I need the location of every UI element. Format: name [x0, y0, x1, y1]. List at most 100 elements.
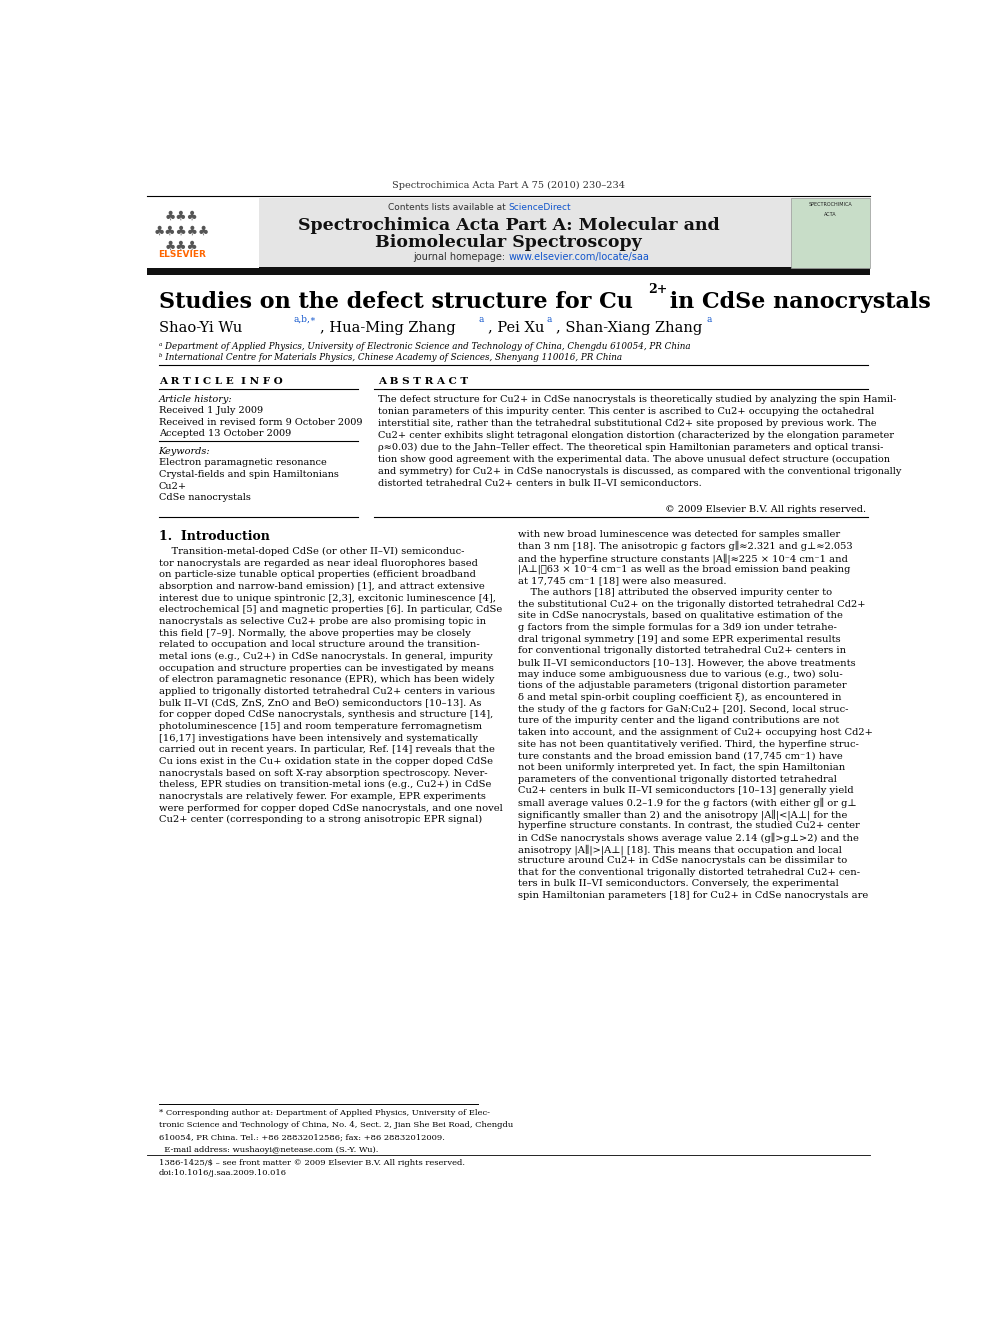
Text: taken into account, and the assignment of Cu2+ occupying host Cd2+: taken into account, and the assignment o…: [518, 728, 873, 737]
Text: The defect structure for Cu2+ in CdSe nanocrystals is theoretically studied by a: The defect structure for Cu2+ in CdSe na…: [378, 396, 896, 404]
Text: Electron paramagnetic resonance: Electron paramagnetic resonance: [159, 458, 326, 467]
Text: ture constants and the broad emission band (17,745 cm⁻1) have: ture constants and the broad emission ba…: [518, 751, 842, 761]
Text: * Corresponding author at: Department of Applied Physics, University of Elec-: * Corresponding author at: Department of…: [159, 1109, 490, 1117]
Text: tions of the adjustable parameters (trigonal distortion parameter: tions of the adjustable parameters (trig…: [518, 681, 846, 691]
Text: a,b,∗: a,b,∗: [294, 315, 316, 324]
Text: A R T I C L E  I N F O: A R T I C L E I N F O: [159, 377, 283, 386]
Text: photoluminescence [15] and room temperature ferromagnetism: photoluminescence [15] and room temperat…: [159, 722, 482, 730]
Text: and the hyperfine structure constants |A∥|≈225 × 10⁻4 cm⁻1 and: and the hyperfine structure constants |A…: [518, 553, 847, 564]
Text: δ and metal spin-orbit coupling coefficient ξ), as encountered in: δ and metal spin-orbit coupling coeffici…: [518, 693, 841, 703]
Text: Biomolecular Spectroscopy: Biomolecular Spectroscopy: [375, 234, 642, 251]
Text: ACTA: ACTA: [824, 212, 837, 217]
Text: bulk II–VI semiconductors [10–13]. However, the above treatments: bulk II–VI semiconductors [10–13]. Howev…: [518, 658, 855, 667]
Text: spin Hamiltonian parameters [18] for Cu2+ in CdSe nanocrystals are: spin Hamiltonian parameters [18] for Cu2…: [518, 892, 868, 900]
Text: with new broad luminescence was detected for samples smaller: with new broad luminescence was detected…: [518, 529, 840, 538]
Text: , Hua-Ming Zhang: , Hua-Ming Zhang: [320, 320, 455, 335]
Text: parameters of the conventional trigonally distorted tetrahedral: parameters of the conventional trigonall…: [518, 774, 836, 783]
Text: 2+: 2+: [649, 283, 668, 296]
Text: SPECTROCHIMICA: SPECTROCHIMICA: [808, 201, 852, 206]
Text: than 3 nm [18]. The anisotropic g factors g∥≈2.321 and g⊥≈2.053: than 3 nm [18]. The anisotropic g factor…: [518, 541, 852, 552]
Text: Received in revised form 9 October 2009: Received in revised form 9 October 2009: [159, 418, 362, 426]
Text: bulk II–VI (CdS, ZnS, ZnO and BeO) semiconductors [10–13]. As: bulk II–VI (CdS, ZnS, ZnO and BeO) semic…: [159, 699, 481, 708]
Text: The authors [18] attributed the observed impurity center to: The authors [18] attributed the observed…: [518, 587, 831, 597]
Text: related to occupation and local structure around the transition-: related to occupation and local structur…: [159, 640, 479, 650]
Text: 1.  Introduction: 1. Introduction: [159, 529, 270, 542]
Text: www.elsevier.com/locate/saa: www.elsevier.com/locate/saa: [509, 251, 650, 262]
Text: ᵃ Department of Applied Physics, University of Electronic Science and Technology: ᵃ Department of Applied Physics, Univers…: [159, 343, 690, 351]
Text: Cu2+ centers in bulk II–VI semiconductors [10–13] generally yield: Cu2+ centers in bulk II–VI semiconductor…: [518, 786, 853, 795]
Text: |A⊥|≣63 × 10⁻4 cm⁻1 as well as the broad emission band peaking: |A⊥|≣63 × 10⁻4 cm⁻1 as well as the broad…: [518, 565, 850, 574]
Text: Accepted 13 October 2009: Accepted 13 October 2009: [159, 429, 291, 438]
Text: in CdSe nanocrystals shows average value 2.14 (g∥>g⊥>2) and the: in CdSe nanocrystals shows average value…: [518, 833, 858, 843]
Text: small average values 0.2–1.9 for the g factors (with either g∥ or g⊥: small average values 0.2–1.9 for the g f…: [518, 798, 856, 808]
Text: ELSEVIER: ELSEVIER: [158, 250, 205, 258]
Text: Studies on the defect structure for Cu: Studies on the defect structure for Cu: [159, 291, 633, 314]
Text: ᵇ International Centre for Materials Physics, Chinese Academy of Sciences, Sheny: ᵇ International Centre for Materials Phy…: [159, 353, 622, 363]
FancyBboxPatch shape: [147, 198, 870, 267]
Text: for conventional trigonally distorted tetrahedral Cu2+ centers in: for conventional trigonally distorted te…: [518, 646, 846, 655]
Text: tronic Science and Technology of China, No. 4, Sect. 2, Jian She Bei Road, Cheng: tronic Science and Technology of China, …: [159, 1122, 513, 1130]
Text: for copper doped CdSe nanocrystals, synthesis and structure [14],: for copper doped CdSe nanocrystals, synt…: [159, 710, 493, 720]
Text: 1386-1425/$ – see front matter © 2009 Elsevier B.V. All rights reserved.: 1386-1425/$ – see front matter © 2009 El…: [159, 1159, 464, 1167]
Text: electrochemical [5] and magnetic properties [6]. In particular, CdSe: electrochemical [5] and magnetic propert…: [159, 605, 502, 614]
Text: tonian parameters of this impurity center. This center is ascribed to Cu2+ occup: tonian parameters of this impurity cente…: [378, 407, 874, 415]
Text: nanocrystals based on soft X-ray absorption spectroscopy. Never-: nanocrystals based on soft X-ray absorpt…: [159, 769, 487, 778]
Text: anisotropy |A∥|>|A⊥| [18]. This means that occupation and local: anisotropy |A∥|>|A⊥| [18]. This means th…: [518, 844, 841, 855]
Text: © 2009 Elsevier B.V. All rights reserved.: © 2009 Elsevier B.V. All rights reserved…: [665, 505, 866, 515]
Text: ρ≈0.03) due to the Jahn–Teller effect. The theoretical spin Hamiltonian paramete: ρ≈0.03) due to the Jahn–Teller effect. T…: [378, 443, 883, 452]
Text: Article history:: Article history:: [159, 396, 232, 404]
Text: of electron paramagnetic resonance (EPR), which has been widely: of electron paramagnetic resonance (EPR)…: [159, 675, 494, 684]
Text: nanocrystals are relatively fewer. For example, EPR experiments: nanocrystals are relatively fewer. For e…: [159, 792, 485, 800]
Text: CdSe nanocrystals: CdSe nanocrystals: [159, 493, 250, 503]
Text: occupation and structure properties can be investigated by means: occupation and structure properties can …: [159, 664, 493, 672]
Text: significantly smaller than 2) and the anisotropy |A∥|<|A⊥| for the: significantly smaller than 2) and the an…: [518, 810, 847, 820]
Text: structure around Cu2+ in CdSe nanocrystals can be dissimilar to: structure around Cu2+ in CdSe nanocrysta…: [518, 856, 847, 865]
Text: distorted tetrahedral Cu2+ centers in bulk II–VI semiconductors.: distorted tetrahedral Cu2+ centers in bu…: [378, 479, 701, 488]
Text: not been uniformly interpreted yet. In fact, the spin Hamiltonian: not been uniformly interpreted yet. In f…: [518, 763, 845, 771]
Text: , Pei Xu: , Pei Xu: [488, 320, 545, 335]
FancyBboxPatch shape: [147, 198, 259, 267]
Text: carried out in recent years. In particular, Ref. [14] reveals that the: carried out in recent years. In particul…: [159, 745, 494, 754]
Text: Cu ions exist in the Cu+ oxidation state in the copper doped CdSe: Cu ions exist in the Cu+ oxidation state…: [159, 757, 493, 766]
Text: Received 1 July 2009: Received 1 July 2009: [159, 406, 263, 415]
Text: a: a: [546, 315, 552, 324]
Text: site has not been quantitatively verified. Third, the hyperfine struc-: site has not been quantitatively verifie…: [518, 740, 858, 749]
Text: absorption and narrow-band emission) [1], and attract extensive: absorption and narrow-band emission) [1]…: [159, 582, 484, 591]
Text: Cu2+ center (corresponding to a strong anisotropic EPR signal): Cu2+ center (corresponding to a strong a…: [159, 815, 482, 824]
Text: that for the conventional trigonally distorted tetrahedral Cu2+ cen-: that for the conventional trigonally dis…: [518, 868, 860, 877]
Text: Cu2+: Cu2+: [159, 482, 186, 491]
Text: ScienceDirect: ScienceDirect: [509, 202, 571, 212]
Text: the substitutional Cu2+ on the trigonally distorted tetrahedral Cd2+: the substitutional Cu2+ on the trigonall…: [518, 599, 865, 609]
Text: were performed for copper doped CdSe nanocrystals, and one novel: were performed for copper doped CdSe nan…: [159, 803, 502, 812]
Text: Cu2+ center exhibits slight tetragonal elongation distortion (characterized by t: Cu2+ center exhibits slight tetragonal e…: [378, 431, 894, 441]
Text: E-mail address: wushaoyi@netease.com (S.-Y. Wu).: E-mail address: wushaoyi@netease.com (S.…: [159, 1146, 378, 1154]
Text: at 17,745 cm⁻1 [18] were also measured.: at 17,745 cm⁻1 [18] were also measured.: [518, 577, 726, 585]
Text: ters in bulk II–VI semiconductors. Conversely, the experimental: ters in bulk II–VI semiconductors. Conve…: [518, 880, 838, 889]
Text: g factors from the simple formulas for a 3d9 ion under tetrahe-: g factors from the simple formulas for a…: [518, 623, 836, 632]
Text: interstitial site, rather than the tetrahedral substitutional Cd2+ site proposed: interstitial site, rather than the tetra…: [378, 419, 876, 427]
Text: on particle-size tunable optical properties (efficient broadband: on particle-size tunable optical propert…: [159, 570, 475, 579]
Text: a: a: [478, 315, 484, 324]
FancyBboxPatch shape: [792, 198, 870, 267]
Text: interest due to unique spintronic [2,3], excitonic luminescence [4],: interest due to unique spintronic [2,3],…: [159, 594, 495, 602]
Text: 610054, PR China. Tel.: +86 28832012586; fax: +86 28832012009.: 610054, PR China. Tel.: +86 28832012586;…: [159, 1134, 444, 1142]
Text: Spectrochimica Acta Part A: Molecular and: Spectrochimica Acta Part A: Molecular an…: [298, 217, 719, 234]
Text: hyperfine structure constants. In contrast, the studied Cu2+ center: hyperfine structure constants. In contra…: [518, 822, 859, 830]
Text: doi:10.1016/j.saa.2009.10.016: doi:10.1016/j.saa.2009.10.016: [159, 1170, 287, 1177]
FancyBboxPatch shape: [147, 267, 870, 275]
Text: in CdSe nanocrystals: in CdSe nanocrystals: [663, 291, 930, 314]
Text: metal ions (e.g., Cu2+) in CdSe nanocrystals. In general, impurity: metal ions (e.g., Cu2+) in CdSe nanocrys…: [159, 652, 492, 662]
Text: Spectrochimica Acta Part A 75 (2010) 230–234: Spectrochimica Acta Part A 75 (2010) 230…: [392, 181, 625, 191]
Text: may induce some ambiguousness due to various (e.g., two) solu-: may induce some ambiguousness due to var…: [518, 669, 842, 679]
Text: Transition-metal-doped CdSe (or other II–VI) semiconduc-: Transition-metal-doped CdSe (or other II…: [159, 546, 464, 556]
Text: ♣♣♣
♣♣♣♣♣
♣♣♣: ♣♣♣ ♣♣♣♣♣ ♣♣♣: [154, 209, 209, 253]
Text: applied to trigonally distorted tetrahedral Cu2+ centers in various: applied to trigonally distorted tetrahed…: [159, 687, 495, 696]
Text: , Shan-Xiang Zhang: , Shan-Xiang Zhang: [557, 320, 702, 335]
Text: tor nanocrystals are regarded as near ideal fluorophores based: tor nanocrystals are regarded as near id…: [159, 558, 477, 568]
Text: theless, EPR studies on transition-metal ions (e.g., Cu2+) in CdSe: theless, EPR studies on transition-metal…: [159, 781, 491, 790]
Text: ture of the impurity center and the ligand contributions are not: ture of the impurity center and the liga…: [518, 716, 839, 725]
Text: tion show good agreement with the experimental data. The above unusual defect st: tion show good agreement with the experi…: [378, 455, 890, 464]
Text: and symmetry) for Cu2+ in CdSe nanocrystals is discussed, as compared with the c: and symmetry) for Cu2+ in CdSe nanocryst…: [378, 467, 901, 476]
Text: journal homepage:: journal homepage:: [413, 251, 509, 262]
Text: Crystal-fields and spin Hamiltonians: Crystal-fields and spin Hamiltonians: [159, 470, 338, 479]
